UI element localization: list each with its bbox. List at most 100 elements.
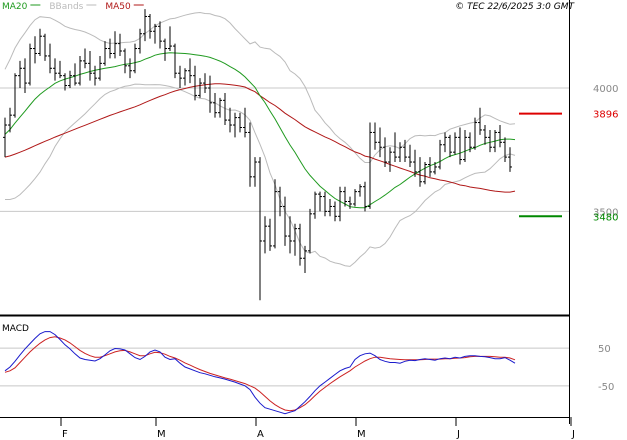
ohlc-bar <box>53 58 57 81</box>
ohlc-bar <box>48 43 52 74</box>
ohlc-bar <box>178 65 182 89</box>
ohlc-bar <box>198 78 202 98</box>
price-bars <box>3 9 512 301</box>
ohlc-bar <box>298 223 302 266</box>
ohlc-bar <box>368 122 372 209</box>
ohlc-bar <box>28 43 32 86</box>
ohlc-bar <box>508 147 512 172</box>
ohlc-bar <box>378 127 382 158</box>
ohlc-bar <box>428 157 432 177</box>
month-label: M <box>357 429 366 440</box>
ohlc-bar <box>88 51 92 81</box>
ohlc-bar <box>148 14 152 39</box>
ohlc-bar <box>103 41 107 66</box>
legend-label: MA20 <box>2 2 28 12</box>
ohlc-bar <box>218 97 222 118</box>
ohlc-bar <box>23 58 27 93</box>
ohlc-bar <box>438 139 442 170</box>
ohlc-bar <box>398 142 402 163</box>
month-label: F <box>62 429 68 440</box>
ohlc-bar <box>288 216 292 254</box>
ohlc-bar <box>38 28 42 56</box>
ohlc-bar <box>213 92 217 118</box>
ohlc-bar <box>33 36 37 64</box>
ohlc-bar <box>143 9 147 42</box>
ohlc-bar <box>293 223 297 256</box>
macd-line <box>4 331 516 415</box>
ohlc-bar <box>418 157 422 187</box>
bollinger-bands <box>4 11 516 267</box>
month-label: J <box>571 429 575 440</box>
ohlc-bar <box>348 196 352 209</box>
legend: MA20 BBands MA50 © TEC 22/6/2025 3:0 GMT <box>2 2 576 12</box>
ohlc-bar <box>318 191 322 212</box>
ohlc-bar <box>3 117 7 158</box>
ohlc-bar <box>173 43 177 79</box>
ohlc-bar <box>443 132 447 153</box>
copyright-text: © TEC 22/6/2025 3:0 GMT <box>455 2 575 12</box>
macd-panel: MACD <box>2 324 516 415</box>
ohlc-bar <box>333 201 337 222</box>
ohlc-bar <box>263 216 267 254</box>
ohlc-bar <box>113 31 117 59</box>
legend-label: BBands <box>49 2 83 12</box>
ohlc-bar <box>273 179 277 249</box>
ohlc-bar <box>328 199 332 217</box>
month-label: M <box>157 429 166 440</box>
ohlc-bar <box>223 92 227 126</box>
ohlc-bar <box>73 63 77 86</box>
ohlc-bar <box>433 162 437 175</box>
ohlc-bar <box>268 218 272 251</box>
frame <box>0 0 570 424</box>
ohlc-bar <box>403 139 407 163</box>
ohlc-bar <box>323 191 327 217</box>
ohlc-bar <box>158 21 162 49</box>
ohlc-bar <box>93 65 97 86</box>
ohlc-bar <box>283 196 287 246</box>
macd-tick-label: 50 <box>598 344 611 355</box>
ohlc-bar <box>233 112 237 138</box>
bollinger-lower-line <box>5 83 516 267</box>
ohlc-bar <box>153 23 157 44</box>
ohlc-bar <box>138 28 142 54</box>
ohlc-bar <box>43 33 47 61</box>
ohlc-bar <box>83 48 87 69</box>
ohlc-bar <box>168 26 172 52</box>
bollinger-upper-line <box>4 11 516 163</box>
ohlc-bar <box>363 181 367 212</box>
ohlc-bar <box>413 149 417 177</box>
month-label: A <box>257 429 264 440</box>
ohlc-bar <box>488 129 492 153</box>
macd-label: MACD <box>2 324 29 334</box>
ohlc-bar <box>133 43 137 74</box>
ohlc-bar <box>358 184 362 197</box>
ohlc-bar <box>458 127 462 165</box>
ohlc-bar <box>343 186 347 207</box>
ohlc-bar <box>383 137 387 167</box>
ohlc-bar <box>423 162 427 185</box>
ohlc-bar <box>163 38 167 61</box>
ohlc-bar <box>308 208 312 254</box>
ohlc-bar <box>243 107 247 138</box>
ohlc-bar <box>408 144 412 167</box>
ohlc-bar <box>478 107 482 135</box>
level-label: 3480 <box>593 212 618 223</box>
ohlc-bar <box>68 70 72 89</box>
legend-label: MA50 <box>105 2 131 12</box>
ohlc-bar <box>183 68 187 86</box>
price-tick-label: 4000 <box>593 84 618 95</box>
ohlc-bar <box>463 129 467 163</box>
ohlc-bar <box>8 107 12 133</box>
price-tick-label: 3500 <box>593 207 618 218</box>
level-label: 3896 <box>593 110 618 121</box>
ohlc-bar <box>58 60 62 79</box>
ohlc-bar <box>253 157 257 187</box>
ohlc-bar <box>208 75 212 113</box>
level-lines: 3896 3480 <box>519 110 618 223</box>
ohlc-bar <box>473 117 477 150</box>
ohlc-bar <box>78 55 82 86</box>
ohlc-bar <box>303 245 307 274</box>
ohlc-bar <box>238 112 242 133</box>
ohlc-bar <box>468 132 472 153</box>
